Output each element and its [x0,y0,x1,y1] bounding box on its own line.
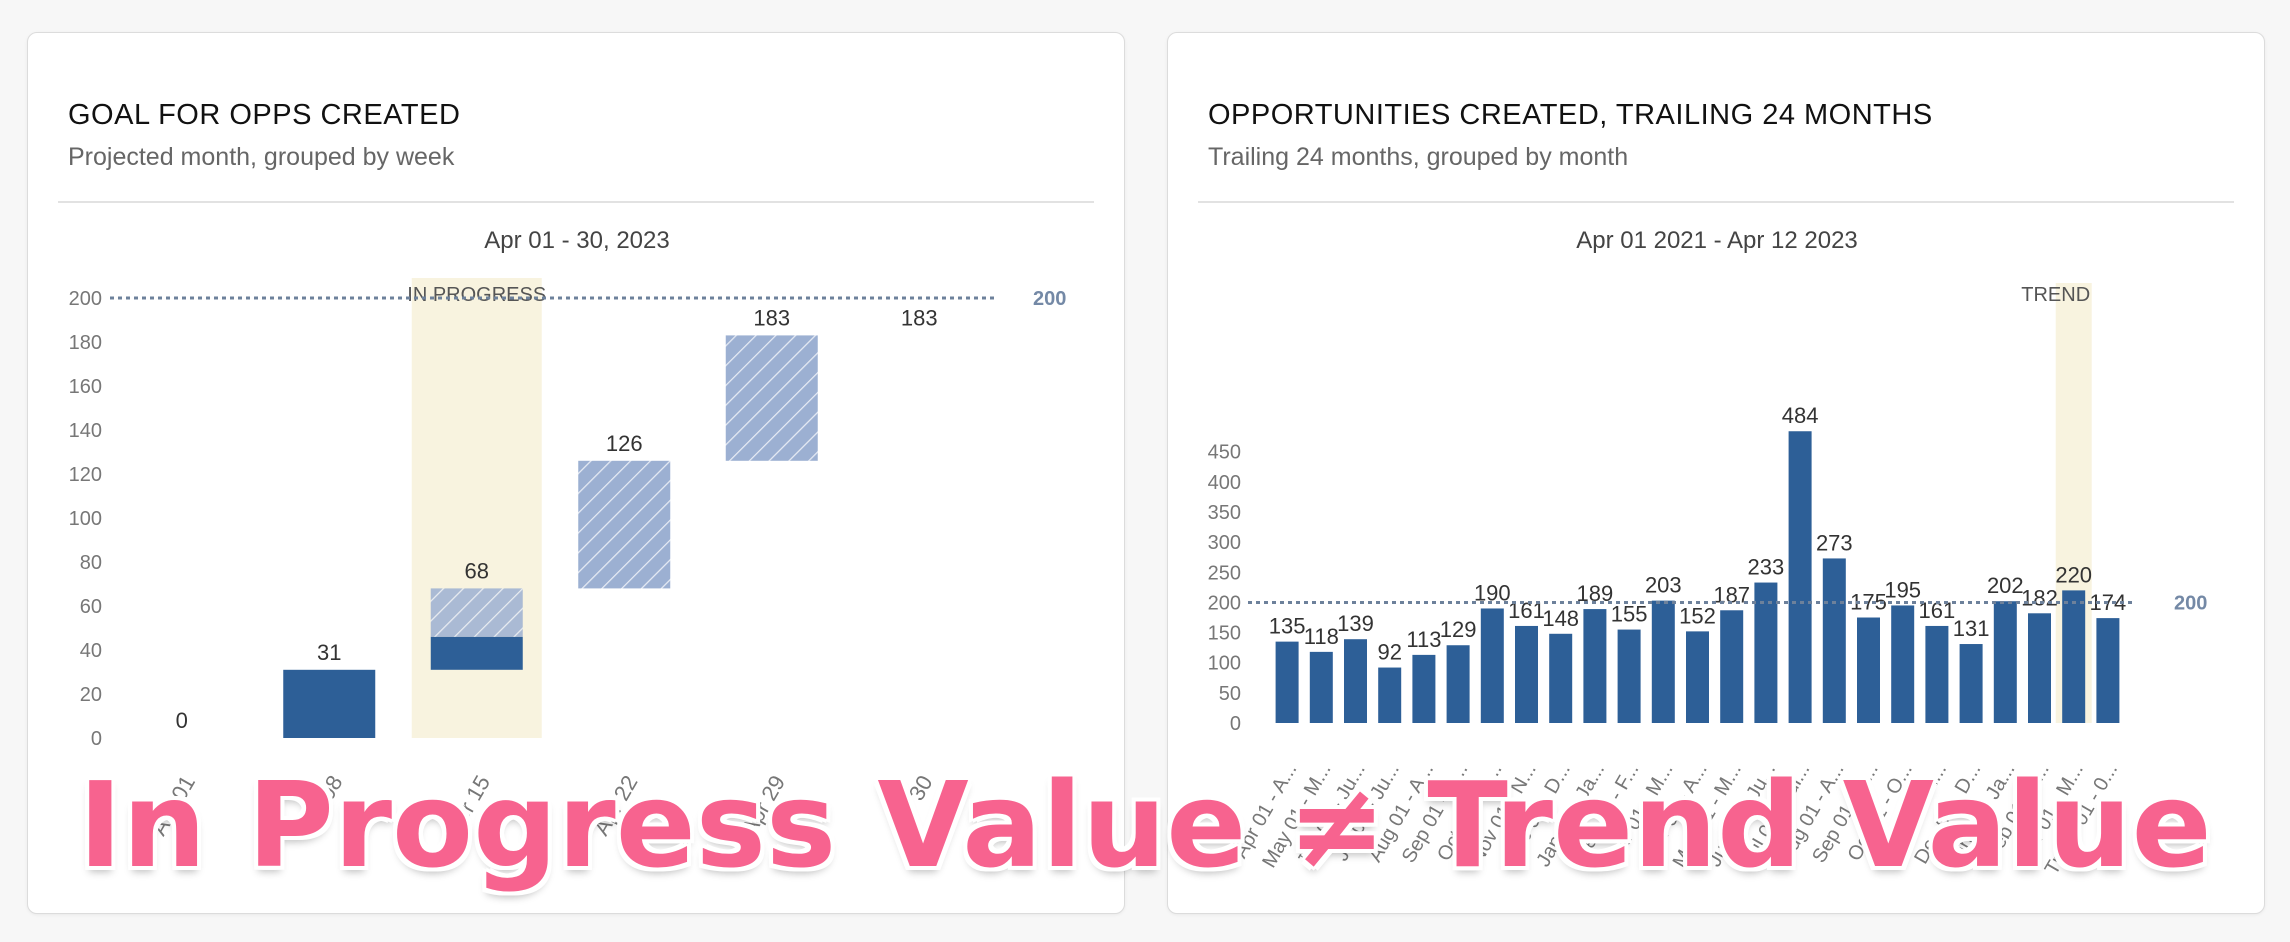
goal-line-label: 200 [2174,592,2207,614]
month-bar [1891,605,1915,723]
month-bar [1822,558,1846,723]
y-tick-label: 450 [1208,442,1241,464]
card-title: GOAL FOR OPPS CREATED [68,99,461,131]
data-label: 233 [1748,555,1785,580]
divider [1198,201,2234,203]
month-bar [1857,617,1880,723]
chart-title: Apr 01 - 30, 2023 [484,227,669,254]
month-bar [1412,654,1436,723]
month-bar [1720,610,1744,723]
data-label: 129 [1440,617,1477,642]
month-bar [1959,644,1983,723]
y-tick-label: 100 [1208,653,1241,675]
y-tick-label: 400 [1208,472,1241,494]
y-tick-label: 0 [1230,713,1241,735]
y-tick-label: 120 [69,464,102,486]
month-bar [1480,608,1504,723]
y-tick-label: 200 [1208,592,1241,614]
data-label: 484 [1782,403,1819,428]
data-label: 68 [465,558,489,583]
data-label: 139 [1337,611,1374,636]
actual-bar [430,636,523,670]
card-subtitle: Trailing 24 months, grouped by month [1208,143,1629,171]
month-bar [1309,651,1333,723]
data-label: 152 [1679,603,1716,628]
data-label: 113 [1406,627,1441,652]
data-label: 135 [1269,614,1306,639]
month-bar [1515,625,1538,723]
month-bar [2028,613,2051,723]
data-label: 203 [1645,573,1682,598]
month-bar [2096,618,2120,723]
goal-opps-card: GOAL FOR OPPS CREATED Projected month, g… [27,32,1125,914]
y-tick-label: 150 [1208,623,1241,645]
y-tick-label: 140 [69,420,102,442]
data-label: 155 [1611,602,1648,627]
y-tick-label: 100 [69,508,102,530]
data-label: 148 [1542,606,1579,631]
in-progress-label: IN PROGRESS [407,284,546,306]
data-label: 92 [1377,640,1401,665]
opps-trailing-card: OPPORTUNITIES CREATED, TRAILING 24 MONTH… [1167,32,2265,914]
month-bar [1344,639,1367,723]
trend-label: TREND [2021,284,2090,306]
month-bar [1583,609,1607,723]
y-tick-label: 350 [1208,502,1241,524]
month-bar [1754,582,1778,723]
y-tick-label: 160 [69,376,102,398]
y-tick-label: 180 [69,332,102,354]
month-bar [1788,431,1812,723]
month-bar [1993,601,2017,723]
data-label: 0 [176,708,188,733]
month-bar [1275,641,1299,723]
overlay-caption: In Progress Value ≠ Trend Value [78,756,2212,894]
data-label: 31 [317,640,341,665]
data-label: 220 [2055,562,2092,587]
monthly-bar-chart: Apr 01 2021 - Apr 12 2023 TREND 0 50 100 150 2… [1208,227,2208,879]
month-bar [1686,631,1709,723]
projected-bar [725,335,818,461]
y-tick-label: 250 [1208,562,1241,584]
month-bar [1378,667,1402,723]
month-bar [1617,629,1641,723]
data-label: 183 [753,305,790,330]
card-subtitle: Projected month, grouped by week [68,143,455,171]
data-label: 126 [606,431,643,456]
projected-bar [430,588,523,637]
data-label: 182 [2021,585,2058,610]
card-title: OPPORTUNITIES CREATED, TRAILING 24 MONTH… [1208,99,1933,131]
y-tick-label: 0 [91,728,102,750]
divider [58,201,1094,203]
month-bar [2062,590,2086,723]
data-label: 273 [1816,530,1853,555]
waterfall-chart: Apr 01 - 30, 2023 IN PROGRESS 0 20 40 60 80 100… [69,227,1067,840]
data-label: 131 [1953,616,1990,641]
data-label: 183 [901,305,938,330]
data-label: 195 [1884,577,1921,602]
month-bar [1925,625,1949,723]
y-tick-label: 300 [1208,532,1241,554]
y-tick-label: 60 [80,596,102,618]
actual-bar [283,669,376,738]
y-tick-label: 200 [69,288,102,310]
y-tick-label: 20 [80,684,102,706]
projected-bar [578,460,671,589]
month-bar [1549,633,1573,723]
data-label: 202 [1987,573,2024,598]
month-bar [1651,600,1675,723]
y-tick-label: 80 [80,552,102,574]
goal-line-label: 200 [1033,288,1066,310]
y-tick-label: 40 [80,640,102,662]
chart-title: Apr 01 2021 - Apr 12 2023 [1576,227,1858,254]
month-bar [1446,645,1470,723]
data-label: 118 [1304,624,1339,649]
y-tick-label: 50 [1219,683,1241,705]
